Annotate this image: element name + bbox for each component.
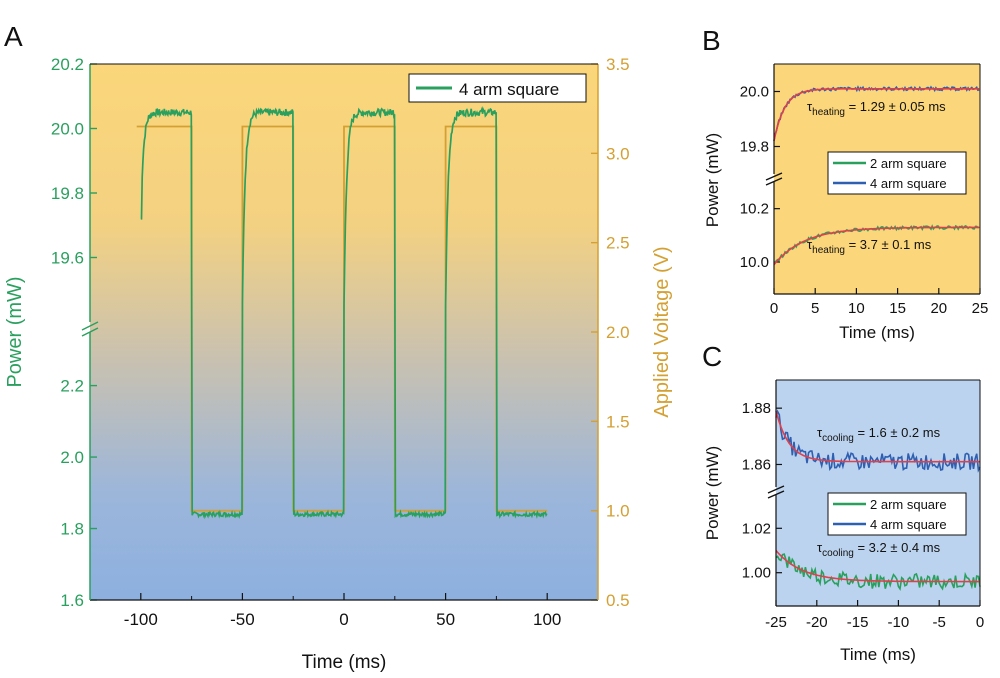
panel-b-x-tick-label: 15 — [889, 300, 906, 317]
panel-a-y-left-tick-label: 2.2 — [60, 377, 84, 396]
panel-a-y-left-tick-label: 2.0 — [60, 448, 84, 467]
panel-b-legend-entry-4arm: 4 arm square — [870, 176, 947, 191]
panel-a-y-right-label: Applied Voltage (V) — [651, 246, 673, 417]
panel-c-y-tick-label: 1.02 — [742, 520, 771, 537]
tau-value: = 1.29 ± 0.05 ms — [845, 99, 946, 114]
panel-a-y-left-tick-label: 1.6 — [60, 591, 84, 610]
panel-c-legend: 2 arm square 4 arm square — [827, 492, 967, 536]
panel-c-trace-4-arm-square — [775, 409, 981, 473]
tau-symbol: τ — [807, 99, 813, 114]
panel-c-fit-4-arm-square — [775, 410, 980, 463]
panel-a-y-right-tick-label: 1.5 — [606, 412, 630, 431]
panel-a-legend-entry: 4 arm square — [459, 80, 559, 99]
panel-a-label: A — [4, 21, 23, 52]
panel-b-y-tick-label: 10.2 — [740, 201, 769, 218]
tau-value: = 3.7 ± 0.1 ms — [845, 237, 932, 252]
panel-b-x-tick-label: 5 — [811, 300, 819, 317]
panel-c-x-tick-label: -10 — [888, 614, 910, 631]
panel-b: B 0 5 10 15 20 25 19.8 20.0 10.0 10.2 Time (ms) P… — [702, 25, 988, 342]
panel-b-y-tick-label: 19.8 — [740, 139, 769, 156]
panel-c-x-label: Time (ms) — [840, 645, 916, 664]
panel-a-y-left-tick-label: 19.8 — [51, 184, 84, 203]
tau-value: = 3.2 ± 0.4 ms — [854, 540, 941, 555]
panel-a-axis-break-mark-1 — [81, 321, 99, 331]
panel-a-x-tick-label: -50 — [230, 610, 255, 629]
panel-b-y-label: Power (mW) — [703, 133, 722, 227]
panel-c-axis-break-mark-2 — [767, 490, 785, 499]
tau-symbol: τ — [807, 237, 813, 252]
panel-a-y-left-label: Power (mW) — [4, 276, 26, 387]
panel-c-x-tick-label: -25 — [765, 614, 787, 631]
panel-a-x-tick-label: 0 — [339, 610, 348, 629]
panel-a-x-tick-label: 50 — [436, 610, 455, 629]
panel-b-x-label: Time (ms) — [839, 323, 915, 342]
panel-b-fit-4-arm-square — [773, 88, 980, 142]
panel-c-legend-box — [827, 492, 967, 536]
panel-a-y-right-tick-label: 2.0 — [606, 323, 630, 342]
panel-b-x-tick-label: 25 — [972, 300, 989, 317]
panel-c-x-tick-label: 0 — [976, 614, 984, 631]
panel-c-label: C — [702, 341, 722, 372]
panel-b-y-tick-label: 20.0 — [740, 84, 769, 101]
panel-b-annotation-upper: τheating = 1.29 ± 0.05 ms — [807, 99, 946, 118]
panel-c-annotation-upper: τcooling = 1.6 ± 0.2 ms — [817, 425, 941, 444]
tau-subscript: cooling — [822, 548, 854, 559]
panel-a-x-tick-label: -100 — [124, 610, 158, 629]
panel-c-fit-2-arm-square — [775, 549, 980, 583]
panel-b-legend-box — [827, 151, 967, 195]
panel-c-y-tick-label: 1.88 — [742, 400, 771, 417]
panel-b-legend-entry-2arm: 2 arm square — [870, 156, 947, 171]
panel-a-y-left-tick-label: 20.2 — [51, 55, 84, 74]
panel-a-y-left-tick-label: 20.0 — [51, 120, 84, 139]
panel-a-y-left-tick-label: 1.8 — [60, 520, 84, 539]
panel-c-axis-break-mark-1 — [767, 485, 785, 494]
panel-a-y-right-tick-label: 2.5 — [606, 234, 630, 253]
panel-b-legend: 2 arm square 4 arm square — [827, 151, 967, 195]
panel-c-legend-entry-2arm: 2 arm square — [870, 497, 947, 512]
panel-b-x-tick-label: 0 — [770, 300, 778, 317]
panel-a: A -100 -50 0 50 100 19.6 19.8 20.0 20.2 1.6 1.8 2.0… — [4, 21, 673, 673]
panel-b-annotation-lower: τheating = 3.7 ± 0.1 ms — [807, 237, 932, 256]
panel-a-y-right-tick-label: 1.0 — [606, 502, 630, 521]
tau-symbol: τ — [817, 425, 823, 440]
panel-c-x-tick-label: -5 — [933, 614, 946, 631]
panel-c-annotation-lower: τcooling = 3.2 ± 0.4 ms — [817, 540, 941, 559]
panel-a-y-right-tick-label: 0.5 — [606, 591, 630, 610]
panel-c-y-tick-label: 1.00 — [742, 565, 771, 582]
panel-a-axis-break-mark-2 — [81, 327, 99, 337]
panel-a-y-right-tick-label: 3.5 — [606, 55, 630, 74]
panel-b-axis-break-mark-2 — [765, 177, 783, 186]
panel-a-x-label: Time (ms) — [302, 652, 387, 673]
panel-b-axis-break-mark-1 — [765, 172, 783, 181]
panel-b-x-tick-label: 10 — [848, 300, 865, 317]
tau-subscript: cooling — [822, 433, 854, 444]
tau-value: = 1.6 ± 0.2 ms — [854, 425, 941, 440]
panel-c-x-tick-label: -20 — [806, 614, 828, 631]
tau-subscript: heating — [812, 245, 845, 256]
panel-c-x-tick-label: -15 — [847, 614, 869, 631]
tau-subscript: heating — [812, 107, 845, 118]
panel-c-y-label: Power (mW) — [703, 446, 722, 540]
panel-b-fit-2-arm-square — [773, 226, 980, 266]
panel-a-y-right-tick-label: 3.0 — [606, 144, 630, 163]
panel-c: C -25 -20 -15 -10 -5 0 1.86 1.88 1.00 1.02 Time (… — [702, 341, 984, 664]
panel-c-legend-entry-4arm: 4 arm square — [870, 517, 947, 532]
panel-c-y-tick-label: 1.86 — [742, 456, 771, 473]
panel-b-x-tick-label: 20 — [930, 300, 947, 317]
panel-a-x-tick-label: 100 — [533, 610, 561, 629]
panel-b-y-tick-label: 10.0 — [740, 254, 769, 271]
panel-a-legend: 4 arm square — [408, 73, 587, 103]
panel-b-label: B — [702, 25, 721, 56]
power-trace-4-arm-square — [140, 105, 548, 520]
tau-symbol: τ — [817, 540, 823, 555]
panel-a-y-left-tick-label: 19.6 — [51, 249, 84, 268]
